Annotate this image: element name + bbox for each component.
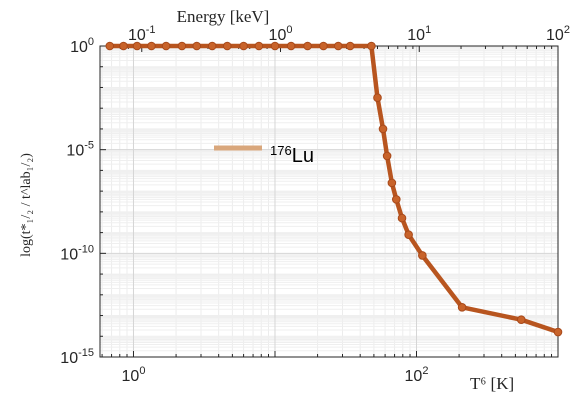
left-tick-label-exponent: -15 [78, 347, 94, 359]
data-point [345, 41, 355, 51]
data-point [239, 41, 248, 51]
data-point [192, 41, 202, 51]
top-tick-label-exponent: -1 [146, 24, 156, 36]
data-point [286, 41, 296, 51]
data-point [270, 41, 280, 51]
top-tick-label: 10-1 [128, 24, 156, 44]
left-tick-label-exponent: -10 [78, 243, 94, 255]
bottom-tick-label-base: 10 [122, 368, 140, 385]
series-layer [105, 41, 563, 337]
bottom-tick-label: 102 [405, 365, 429, 385]
top-tick-label-base: 10 [128, 27, 146, 44]
left-tick-label: 10-15 [60, 347, 94, 367]
data-point [457, 302, 467, 312]
data-point [387, 178, 397, 188]
data-point [303, 41, 312, 51]
top-tick-label: 100 [269, 24, 293, 44]
left-tick-label-base: 10 [60, 246, 78, 263]
top-tick-label-base: 10 [269, 27, 287, 44]
left-axis-label: log(t*₁/₂ / t^lab₁/₂) [19, 153, 34, 257]
left-tick-label: 10-10 [60, 243, 94, 263]
data-point [254, 41, 264, 51]
legend: 176Lu [214, 143, 314, 167]
left-tick-label-base: 10 [70, 39, 88, 56]
left-tick-label-exponent: 0 [88, 36, 94, 48]
data-point [418, 251, 427, 260]
top-tick-label-exponent: 1 [425, 24, 431, 36]
data-point [333, 41, 343, 51]
data-point [105, 41, 115, 51]
left-tick-label: 10-5 [66, 140, 94, 160]
legend-label-text: Lu [292, 145, 314, 167]
data-point [319, 41, 328, 51]
bottom-tick-label-exponent: 2 [422, 365, 428, 377]
data-point [177, 41, 187, 51]
bottom-tick-label-exponent: 0 [139, 365, 145, 377]
data-point [207, 41, 217, 51]
bottom-tick-label-base: 10 [405, 368, 423, 385]
grid-minor [100, 46, 558, 357]
top-tick-label-base: 10 [546, 27, 564, 44]
top-tick-label: 102 [546, 24, 570, 44]
legend-label: 176Lu [270, 143, 314, 167]
data-point [367, 41, 376, 51]
data-point [378, 124, 388, 134]
data-point [382, 151, 392, 161]
data-point [516, 315, 526, 324]
data-point [147, 41, 156, 51]
data-point [132, 41, 142, 51]
left-tick-label-base: 10 [66, 143, 84, 160]
top-tick-label-exponent: 2 [564, 24, 570, 36]
left-tick-label: 100 [70, 36, 94, 56]
left-tick-label-exponent: -5 [84, 140, 94, 152]
data-point [397, 213, 407, 223]
top-axis-label: Energy [keV] [177, 7, 270, 26]
data-point [392, 195, 401, 204]
data-point [119, 41, 128, 51]
top-tick-label-exponent: 0 [286, 24, 292, 36]
data-point [161, 41, 171, 51]
top-tick-label-base: 10 [407, 27, 425, 44]
bottom-tick-label: 100 [122, 365, 146, 385]
data-point [404, 230, 413, 240]
legend-label-superscript: 176 [270, 143, 292, 158]
bottom-axis-label: T⁶ [K] [470, 374, 514, 393]
data-point [222, 41, 232, 51]
data-point [373, 93, 382, 103]
left-tick-label-base: 10 [60, 350, 78, 367]
data-point [553, 327, 563, 337]
top-tick-label: 101 [407, 24, 431, 44]
